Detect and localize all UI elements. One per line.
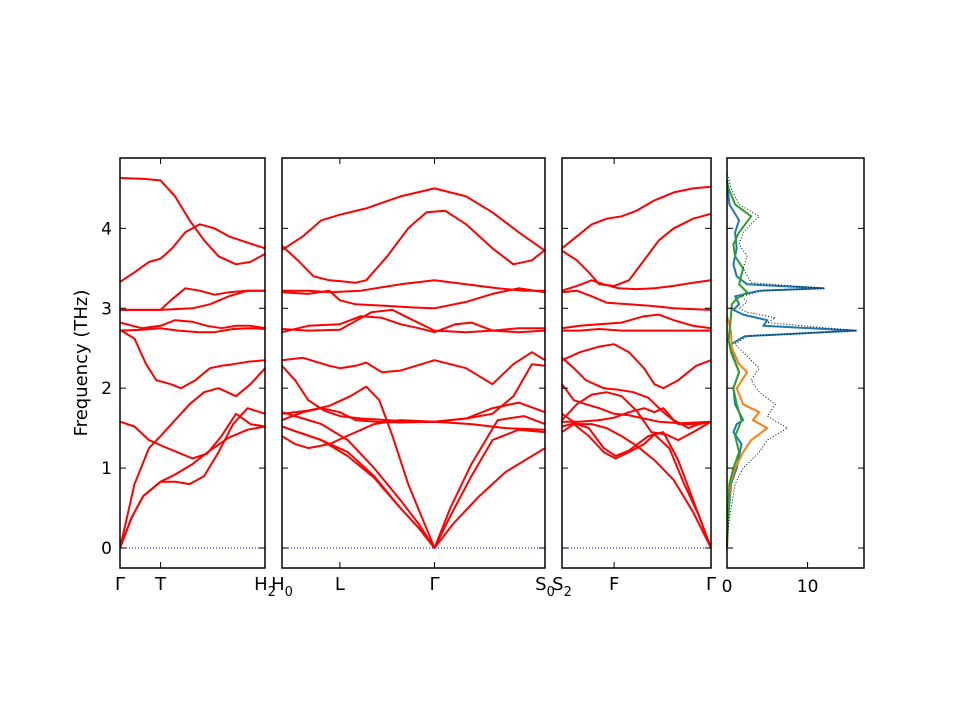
- dos-curve: [726, 172, 857, 549]
- phonon-band: [120, 425, 265, 549]
- x-tick-label: T: [154, 574, 167, 595]
- x-tick-label: Γ: [115, 574, 125, 595]
- x-tick-label: S2: [552, 574, 572, 600]
- panel-frame-1: [119, 157, 266, 569]
- phonon-band: [562, 343, 711, 390]
- phonon-band: [562, 423, 711, 549]
- phonon-band: [562, 383, 711, 425]
- phonon-band: [562, 407, 711, 430]
- phonon-band: [282, 209, 545, 284]
- panel-frame-2: [281, 157, 546, 569]
- dos-frame: [726, 157, 865, 569]
- phonon-band: [282, 385, 436, 549]
- phonon-band: [120, 223, 265, 283]
- phonon-band: [282, 308, 545, 334]
- panel-frame-3: [561, 157, 712, 569]
- y-tick-label: 0: [101, 539, 112, 559]
- phonon-band: [562, 212, 711, 287]
- phonon-band: [120, 407, 265, 549]
- x-tick-label: F: [609, 574, 619, 595]
- phonon-band: [562, 391, 711, 442]
- phonon-band: [282, 363, 545, 423]
- band-panel-1: [120, 177, 265, 549]
- phonon-band: [562, 289, 711, 311]
- dos-panel: [726, 172, 857, 549]
- phonon-band: [120, 367, 265, 549]
- phonon-band: [120, 412, 265, 460]
- y-tick-label: 3: [101, 299, 112, 319]
- phonon-band: [282, 419, 545, 450]
- phonon-band: [282, 351, 545, 386]
- dos-curve: [726, 180, 753, 549]
- y-tick-label: 2: [101, 379, 112, 399]
- phonon-band: [562, 422, 711, 549]
- y-tick-label: 4: [101, 219, 112, 239]
- phonon-band: [120, 289, 265, 311]
- dos-x-tick-label: 10: [797, 577, 819, 597]
- band-panel-2: [282, 187, 545, 549]
- y-tick-label: 1: [101, 459, 112, 479]
- phonon-band: [120, 177, 265, 266]
- x-tick-label: Γ: [430, 574, 440, 595]
- band-panel-3: [562, 185, 711, 549]
- phonon-band: [120, 328, 265, 390]
- x-tick-label: L: [335, 574, 345, 595]
- phonon-band: [120, 327, 265, 334]
- y-axis-label: Frequency (THz): [71, 290, 92, 437]
- phonon-band: [120, 319, 265, 330]
- phonon-band: [562, 313, 711, 330]
- phonon-band: [282, 279, 545, 294]
- x-tick-label: Γ: [706, 574, 716, 595]
- phonon-band: [562, 279, 711, 292]
- phonon-band: [562, 357, 711, 426]
- x-tick-label: H0: [271, 574, 293, 600]
- phonon-band: [282, 411, 545, 549]
- dos-curve: [726, 180, 857, 549]
- phonon-band: [282, 425, 545, 549]
- dos-x-tick-label: 0: [722, 577, 733, 597]
- x-tick-label: H2: [254, 574, 276, 600]
- phonon-band: [562, 185, 711, 250]
- phonon-band: [282, 187, 545, 252]
- phonon-band: [562, 328, 711, 332]
- phonon-band: [562, 412, 711, 549]
- x-tick-label: S0: [535, 574, 555, 600]
- dos-curve: [726, 315, 769, 549]
